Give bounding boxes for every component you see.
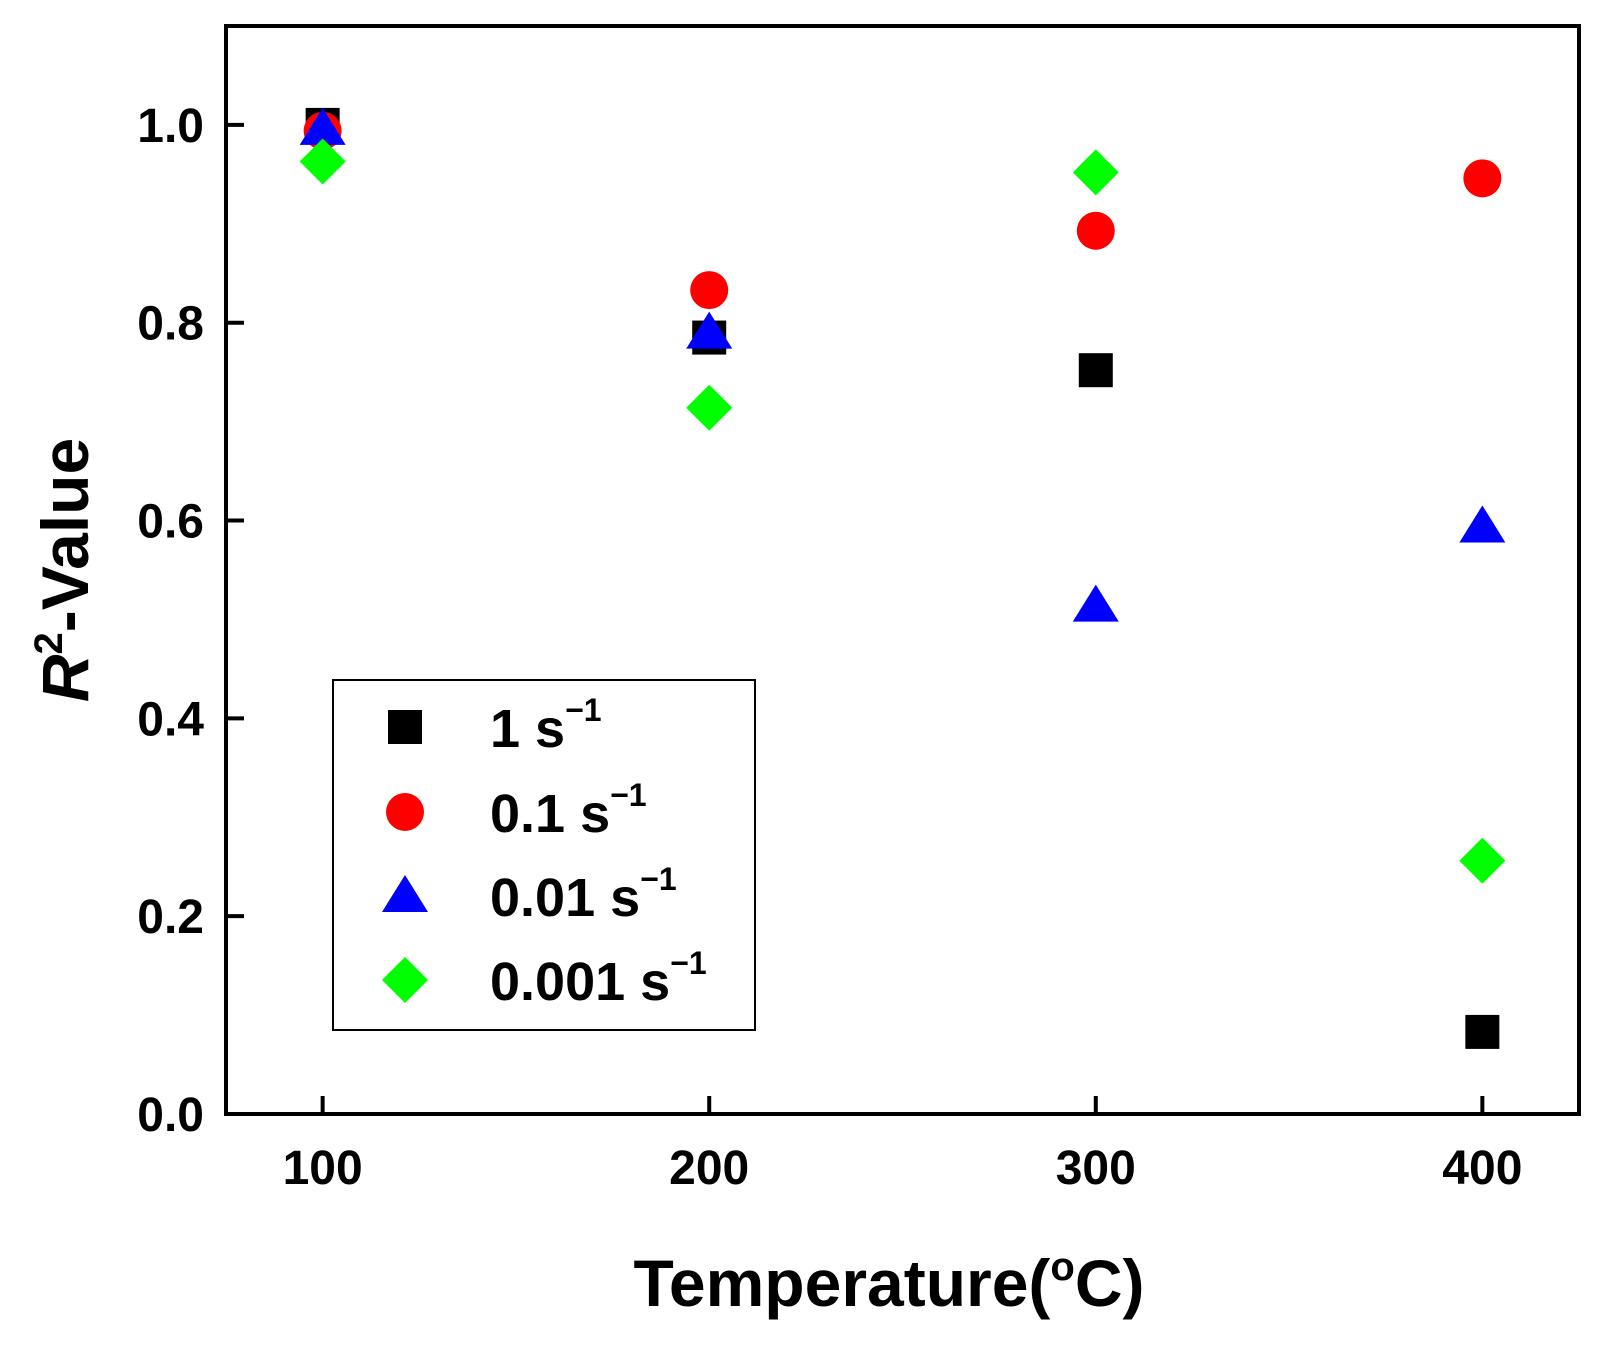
- y-tick-label: 0.0: [137, 1089, 204, 1142]
- x-axis-title-suffix: C): [1075, 1246, 1145, 1320]
- x-axis: 100 200 300 400: [283, 1096, 1522, 1195]
- legend-label: 0.1 s−1: [490, 777, 647, 844]
- legend-marker-diamond: [382, 957, 428, 1003]
- y-tick-label: 1.0: [137, 100, 204, 153]
- data-point-diamond: [299, 138, 346, 185]
- y-axis: 0.0 0.2 0.4 0.6 0.8 1.0: [137, 100, 244, 1142]
- data-point-triangle: [299, 107, 346, 145]
- y-tick-label: 0.2: [137, 891, 204, 944]
- data-point-circle: [1463, 159, 1502, 198]
- data-point-circle: [690, 271, 729, 310]
- legend-label: 0.001 s−1: [490, 945, 707, 1012]
- data-point-square: [1078, 353, 1113, 388]
- y-axis-title-suffix: -Value: [28, 438, 102, 632]
- legend-marker-circle: [386, 793, 424, 831]
- data-point-circle: [1076, 211, 1115, 250]
- data-point-diamond: [1459, 837, 1506, 884]
- plot-frame: [224, 24, 1581, 1116]
- x-tick-label: 100: [283, 1142, 363, 1195]
- y-tick-label: 0.4: [137, 693, 204, 746]
- data-point-triangle: [1459, 505, 1506, 543]
- x-tick-label: 400: [1442, 1142, 1522, 1195]
- x-tick-label: 300: [1056, 1142, 1136, 1195]
- x-axis-title-main: Temperature(: [634, 1246, 1051, 1320]
- y-tick-label: 0.8: [137, 298, 204, 351]
- x-axis-title-degree: o: [1050, 1245, 1074, 1289]
- legend-label: 1 s−1: [490, 692, 602, 759]
- legend-label: 0.01 s−1: [490, 861, 677, 928]
- x-axis-title: Temperature(oC): [634, 1245, 1145, 1320]
- data-point-diamond: [686, 384, 733, 431]
- legend-marker-square: [388, 710, 422, 744]
- legend-marker-triangle: [382, 875, 428, 912]
- y-axis-title-r: R: [28, 654, 102, 702]
- data-markers: [299, 107, 1506, 1049]
- data-point-diamond: [1072, 149, 1119, 196]
- data-point-triangle: [1072, 584, 1119, 622]
- y-axis-title: R2-Value: [27, 438, 102, 702]
- data-point-triangle: [686, 311, 733, 349]
- y-axis-title-superscript: 2: [27, 632, 71, 654]
- y-tick-label: 0.6: [137, 496, 204, 549]
- legend: 1 s−1 0.1 s−1 0.01 s−1 0.001 s−1: [332, 679, 756, 1031]
- data-point-square: [1465, 1014, 1500, 1049]
- x-tick-label: 200: [669, 1142, 749, 1195]
